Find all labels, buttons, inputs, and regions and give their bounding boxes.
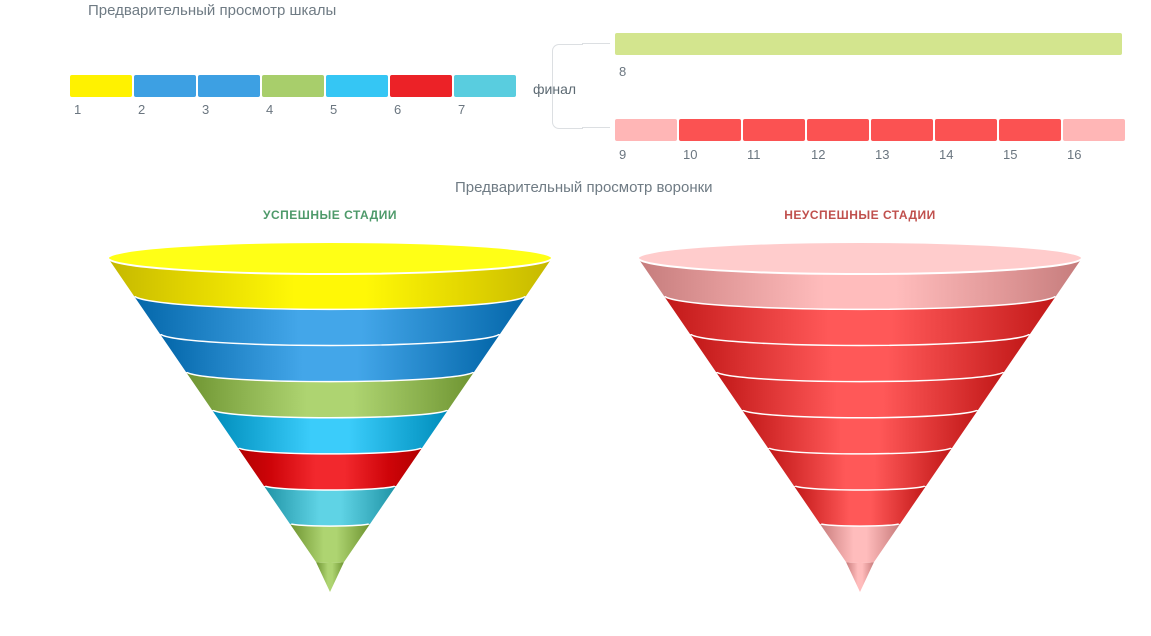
- success-funnel-mouth-rim: [108, 242, 552, 274]
- scale-main-segment-label-1: 1: [74, 102, 82, 117]
- scale-main-segment-5[interactable]: [326, 75, 388, 97]
- fail-funnel-band-4[interactable]: [716, 372, 1004, 419]
- success-funnel-band-separator-6: [262, 485, 398, 493]
- scale-main-segment-7[interactable]: [454, 75, 516, 97]
- scale-main-segment-label-3: 3: [202, 102, 210, 117]
- success-funnel-band-2[interactable]: [134, 296, 526, 347]
- success-funnel-band-separator-7: [288, 522, 372, 529]
- fail-funnel-mouth-rim-highlight: [637, 241, 1083, 275]
- fail-funnel-band-separator-1: [662, 295, 1058, 312]
- success-funnel-band-4[interactable]: [186, 372, 474, 419]
- fail-funnel-band-separator-6: [792, 485, 928, 493]
- fail-funnel-band-7[interactable]: [794, 486, 926, 527]
- branch-connector-bottom: [552, 86, 583, 129]
- fail-funnel-band-1[interactable]: [638, 258, 1082, 311]
- scale-fail-segment-14[interactable]: [935, 119, 997, 141]
- scale-fail-segment-label-15: 15: [1003, 147, 1018, 162]
- scale-main-segment-label-5: 5: [330, 102, 338, 117]
- scale-fail-segment-11[interactable]: [743, 119, 805, 141]
- scale-fail-segment-label-11: 11: [747, 147, 761, 162]
- success-funnel-heading: УСПЕШНЫЕ СТАДИИ: [263, 208, 397, 222]
- fail-funnel-heading: НЕУСПЕШНЫЕ СТАДИИ: [784, 208, 936, 222]
- success-funnel-band-5[interactable]: [212, 410, 448, 455]
- scale-main-segment-4[interactable]: [262, 75, 324, 97]
- fail-funnel-band-5[interactable]: [742, 410, 978, 455]
- scale-fail-segment-label-13: 13: [875, 147, 890, 162]
- fail-funnel-band-separator-5: [766, 447, 954, 457]
- success-funnel-band-separator-4: [210, 409, 450, 420]
- scale-main-segment-label-6: 6: [394, 102, 402, 117]
- success-funnel-band-7[interactable]: [264, 486, 396, 527]
- scale-fail-segment-label-10: 10: [683, 147, 698, 162]
- branch-stub-bottom: [582, 127, 610, 128]
- scale-fail-segment-9[interactable]: [615, 119, 677, 141]
- fail-funnel-band-separator-7: [818, 522, 902, 529]
- scale-fail-segment-15[interactable]: [999, 119, 1061, 141]
- scale-fail-segment-12[interactable]: [807, 119, 869, 141]
- scale-main-segment-label-4: 4: [266, 102, 274, 117]
- success-funnel-mouth-rim-highlight: [107, 241, 553, 275]
- scale-main-segment-3[interactable]: [198, 75, 260, 97]
- success-funnel-band-1[interactable]: [108, 258, 552, 311]
- fail-funnel-band-2[interactable]: [664, 296, 1056, 347]
- fail-funnel-band-3[interactable]: [690, 334, 1030, 383]
- scale-fail-segment-10[interactable]: [679, 119, 741, 141]
- funnel-preview-title: Предварительный просмотр воронки: [455, 179, 713, 196]
- scale-main-segment-1[interactable]: [70, 75, 132, 97]
- scale-main-segment-label-2: 2: [138, 102, 146, 117]
- success-funnel-tip: [316, 562, 345, 592]
- scale-success-segment-label-8: 8: [619, 64, 627, 79]
- scale-fail-segment-13[interactable]: [871, 119, 933, 141]
- scale-fail-segment-label-16: 16: [1067, 147, 1082, 162]
- success-funnel-chart[interactable]: [70, 240, 590, 620]
- success-funnel-band-8[interactable]: [290, 524, 370, 564]
- scale-fail-segment-label-14: 14: [939, 147, 954, 162]
- success-funnel-band-3[interactable]: [160, 334, 500, 383]
- fail-funnel-tip: [846, 562, 874, 592]
- scale-fail-segment-16[interactable]: [1063, 119, 1125, 141]
- fail-funnel-chart[interactable]: [600, 240, 1120, 620]
- scale-main-segment-6[interactable]: [390, 75, 452, 97]
- scale-preview-title: Предварительный просмотр шкалы: [88, 2, 337, 19]
- success-funnel-band-separator-5: [236, 447, 424, 457]
- scale-main-segment-label-7: 7: [458, 102, 466, 117]
- fail-funnel-band-separator-4: [740, 409, 980, 420]
- funnel-preview-section: УСПЕШНЫЕ СТАДИИ НЕУСПЕШНЫЕ СТАДИИ: [0, 200, 1151, 636]
- fail-funnel-band-6[interactable]: [768, 448, 952, 491]
- branch-stub-top: [582, 43, 610, 44]
- scale-fail-segment-label-12: 12: [811, 147, 826, 162]
- success-funnel-band-separator-1: [132, 295, 528, 312]
- fail-funnel-band-8[interactable]: [820, 524, 900, 564]
- branch-connector-top: [552, 44, 583, 87]
- success-funnel-band-6[interactable]: [238, 448, 422, 491]
- scale-main-segment-2[interactable]: [134, 75, 196, 97]
- fail-funnel-mouth-rim: [638, 242, 1082, 274]
- scale-fail-segment-label-9: 9: [619, 147, 627, 162]
- scale-success-segment-8[interactable]: [615, 33, 1122, 55]
